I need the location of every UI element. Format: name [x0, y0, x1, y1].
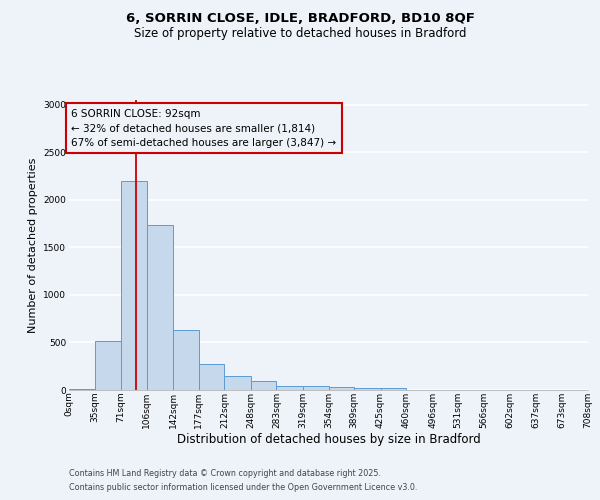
- Bar: [303, 386, 329, 390]
- Text: 6 SORRIN CLOSE: 92sqm
← 32% of detached houses are smaller (1,814)
67% of semi-d: 6 SORRIN CLOSE: 92sqm ← 32% of detached …: [71, 108, 337, 148]
- Text: Size of property relative to detached houses in Bradford: Size of property relative to detached ho…: [134, 28, 466, 40]
- Bar: [277, 386, 303, 390]
- Bar: [69, 388, 95, 390]
- X-axis label: Distribution of detached houses by size in Bradford: Distribution of detached houses by size …: [176, 434, 481, 446]
- Bar: [95, 340, 121, 390]
- Bar: [173, 330, 199, 390]
- Bar: [380, 388, 406, 390]
- Text: Contains public sector information licensed under the Open Government Licence v3: Contains public sector information licen…: [69, 484, 418, 492]
- Bar: [354, 388, 380, 390]
- Y-axis label: Number of detached properties: Number of detached properties: [28, 158, 38, 332]
- Bar: [251, 381, 277, 390]
- Bar: [199, 364, 224, 390]
- Text: Contains HM Land Registry data © Crown copyright and database right 2025.: Contains HM Land Registry data © Crown c…: [69, 468, 381, 477]
- Bar: [224, 376, 251, 390]
- Text: 6, SORRIN CLOSE, IDLE, BRADFORD, BD10 8QF: 6, SORRIN CLOSE, IDLE, BRADFORD, BD10 8Q…: [125, 12, 475, 26]
- Bar: [329, 387, 354, 390]
- Bar: [147, 224, 173, 390]
- Bar: [121, 181, 147, 390]
